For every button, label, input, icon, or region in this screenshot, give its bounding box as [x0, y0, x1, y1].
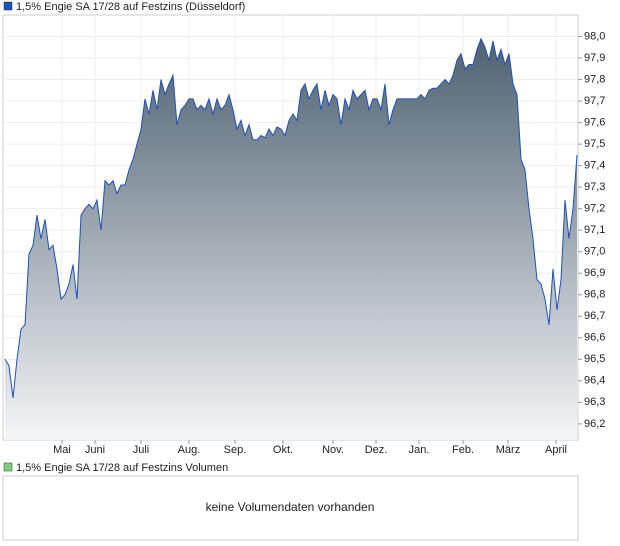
line	[4, 37, 578, 399]
y-tick-label: 96,2	[584, 418, 605, 430]
y-tick-label: 97,6	[584, 117, 605, 129]
x-tick-label: Dez.	[365, 444, 388, 456]
x-tick-label: Jan.	[409, 444, 430, 456]
y-tick-label: 96,6	[584, 332, 605, 344]
y-tick-label: 98,0	[584, 30, 605, 42]
y-tick-label: 97,9	[584, 52, 605, 64]
y-tick-label: 97,3	[584, 181, 605, 193]
x-tick-label: Mai	[53, 444, 71, 456]
legend-swatch	[3, 462, 13, 472]
x-tick-label: Juli	[133, 444, 150, 456]
x-tick-label: März	[496, 444, 520, 456]
y-tick-label: 96,5	[584, 353, 605, 365]
volume-message: keine Volumendaten vorhanden	[206, 500, 375, 514]
y-tick-label: 96,9	[584, 267, 605, 279]
y-tick-label: 96,3	[584, 396, 605, 408]
legend-label: 1,5% Engie SA 17/28 auf Festzins (Düssel…	[16, 1, 245, 13]
y-tick-label: 97,0	[584, 246, 605, 258]
x-tick-label: Aug.	[178, 444, 201, 456]
legend-swatch	[3, 1, 13, 11]
area	[5, 38, 577, 440]
y-tick-label: 96,7	[584, 310, 605, 322]
x-tick-label: Feb.	[452, 444, 474, 456]
y-tick-label: 97,7	[584, 95, 605, 107]
y-tick-label: 97,5	[584, 138, 605, 150]
x-tick-label: April	[545, 444, 567, 456]
y-tick-label: 97,1	[584, 224, 605, 236]
x-tick-label: Juni	[85, 444, 105, 456]
x-tick-label: Sep.	[224, 444, 247, 456]
x-tick-label: Nov.	[322, 444, 344, 456]
y-tick-label: 97,2	[584, 203, 605, 215]
legend-label: 1,5% Engie SA 17/28 auf Festzins Volumen	[16, 462, 228, 474]
y-tick-label: 97,8	[584, 73, 605, 85]
y-tick-label: 97,4	[584, 160, 605, 172]
y-tick-label: 96,4	[584, 375, 605, 387]
volume-frame	[2, 475, 579, 541]
y-tick-label: 96,8	[584, 289, 605, 301]
x-tick-label: Okt.	[273, 444, 293, 456]
